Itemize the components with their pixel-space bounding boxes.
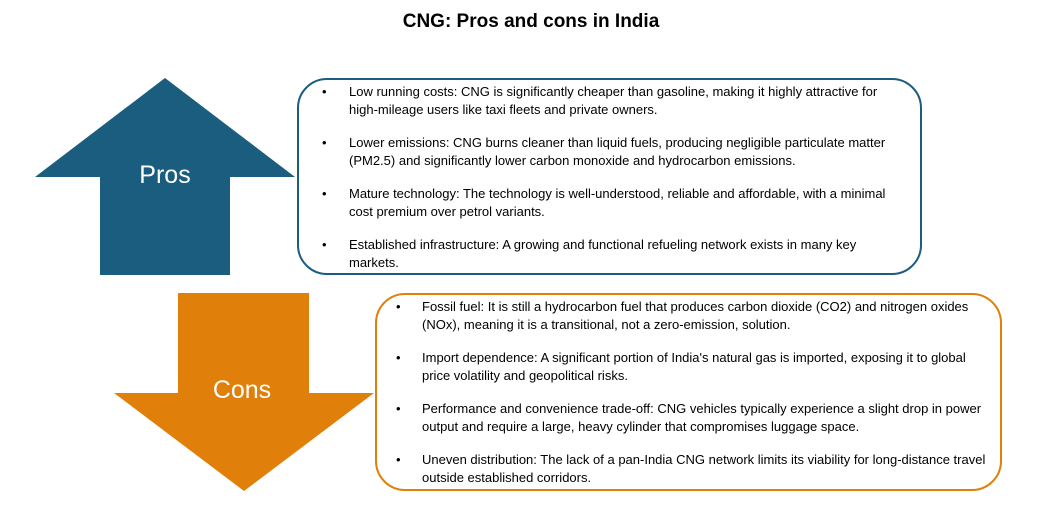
bullet-icon: • <box>322 84 327 99</box>
cons-box: • Fossil fuel: It is still a hydrocarbon … <box>375 293 1002 491</box>
bullet-icon: • <box>396 452 401 467</box>
bullet-icon: • <box>396 350 401 365</box>
cons-item-text: Fossil fuel: It is still a hydrocarbon f… <box>422 299 969 332</box>
cons-item-text: Performance and convenience trade-off: C… <box>422 401 982 434</box>
bullet-icon: • <box>322 237 327 252</box>
cons-item: • Performance and convenience trade-off: … <box>377 400 996 435</box>
bullet-icon: • <box>322 135 327 150</box>
cons-item: • Uneven distribution: The lack of a pan-… <box>377 451 996 486</box>
pros-item: • Established infrastructure: A growing a… <box>299 236 902 271</box>
bullet-icon: • <box>396 299 401 314</box>
pros-item-text: Mature technology: The technology is wel… <box>349 186 886 219</box>
bullet-icon: • <box>322 186 327 201</box>
page-title: CNG: Pros and cons in India <box>402 11 660 32</box>
pros-label: Pros <box>139 161 191 189</box>
pros-item: • Mature technology: The technology is we… <box>299 185 902 220</box>
cons-label: Cons <box>212 376 272 404</box>
cons-item-text: Uneven distribution: The lack of a pan-I… <box>422 452 986 485</box>
cons-item-text: Import dependence: A significant portion… <box>422 350 966 383</box>
bullet-icon: • <box>396 401 401 416</box>
pros-item-text: Low running costs: CNG is significantly … <box>349 84 878 117</box>
pros-item-text: Lower emissions: CNG burns cleaner than … <box>349 135 886 168</box>
pros-item: • Low running costs: CNG is significantly… <box>299 83 902 118</box>
pros-list: • Low running costs: CNG is significantly… <box>299 83 902 271</box>
cons-down-arrow <box>114 293 374 491</box>
cons-item: • Import dependence: A significant portio… <box>377 349 996 384</box>
cons-list: • Fossil fuel: It is still a hydrocarbon … <box>377 298 996 486</box>
pros-up-arrow <box>35 78 295 275</box>
pros-box: • Low running costs: CNG is significantly… <box>297 78 922 275</box>
pros-item: • Lower emissions: CNG burns cleaner than… <box>299 134 902 169</box>
pros-item-text: Established infrastructure: A growing an… <box>349 237 857 270</box>
cons-item: • Fossil fuel: It is still a hydrocarbon … <box>377 298 996 333</box>
